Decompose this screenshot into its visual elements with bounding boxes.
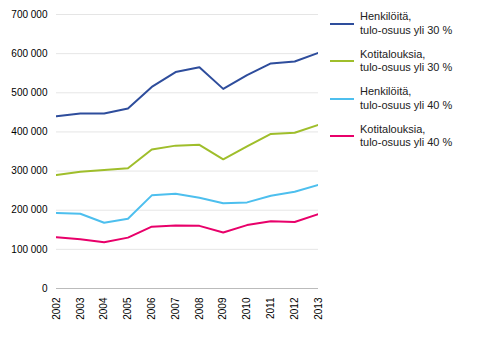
svg-text:600 000: 600 000 [11, 48, 48, 59]
svg-text:2003: 2003 [75, 297, 86, 320]
html-text:Henkilöitä, tulo-osuus yli 30: Henkilöitä, tulo-osuus yli 30 % [360, 10, 453, 36]
svg-text:2007: 2007 [170, 297, 181, 320]
svg-text:2010: 2010 [241, 297, 252, 320]
html-text:Kotitalouksia, tulo-osuus yli: Kotitalouksia, tulo-osuus yli 30 % [360, 47, 453, 74]
svg-text:300 000: 300 000 [11, 165, 48, 176]
svg-text:2013: 2013 [313, 297, 324, 320]
svg-text:200 000: 200 000 [11, 204, 48, 215]
svg-text:2009: 2009 [217, 297, 228, 320]
svg-text:700 000: 700 000 [11, 9, 48, 20]
svg-text:2012: 2012 [289, 297, 300, 320]
svg-text:2005: 2005 [122, 297, 133, 320]
svg-text:2008: 2008 [194, 297, 205, 320]
svg-text:100 000: 100 000 [11, 244, 48, 255]
html-text:Kotitalouksia, tulo-osuus yli: Kotitalouksia, tulo-osuus yli 40 % [360, 122, 453, 149]
svg-text:2006: 2006 [146, 297, 157, 320]
svg-text:0: 0 [42, 283, 48, 294]
svg-text:500 000: 500 000 [11, 87, 48, 98]
svg-text:2004: 2004 [98, 297, 109, 320]
svg-text:2002: 2002 [51, 297, 62, 320]
html-text:Henkilöitä, tulo-osuus yli 40: Henkilöitä, tulo-osuus yli 40 % [360, 85, 453, 111]
svg-text:2011: 2011 [265, 297, 276, 319]
svg-text:400 000: 400 000 [11, 126, 48, 137]
